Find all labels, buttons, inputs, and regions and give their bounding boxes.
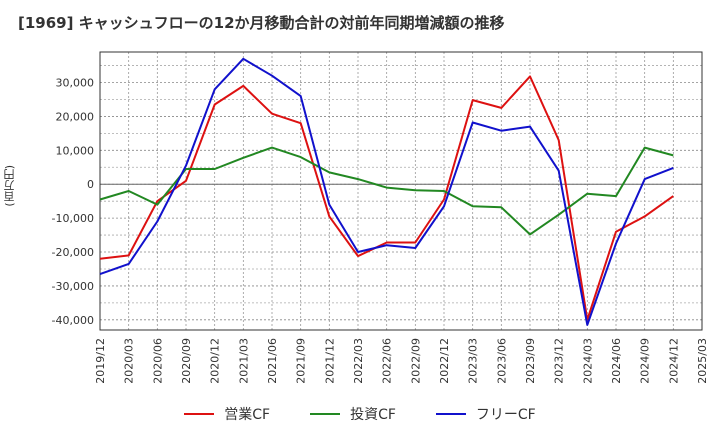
x-tick-label: 2022/03 [352,338,365,384]
plot-area [100,52,702,330]
x-tick-label: 2021/12 [323,338,336,384]
x-tick-label: 2020/03 [123,338,136,384]
legend-item: 営業CF [184,404,270,424]
x-tick-label: 2024/03 [581,338,594,384]
series-line [99,75,674,321]
y-tick-label: 30,000 [56,77,95,90]
legend-swatch [184,413,215,415]
y-tick-label: 10,000 [56,144,95,157]
y-tick-label: -40,000 [52,314,94,327]
x-tick-label: 2024/12 [667,338,680,384]
x-tick-label: 2023/03 [467,338,480,384]
x-tick-label: 2023/09 [524,338,537,384]
x-tick-label: 2019/12 [94,338,107,384]
x-tick-label: 2025/03 [696,338,709,384]
legend-swatch [310,413,341,415]
y-tick-label: -30,000 [52,280,94,293]
x-tick-label: 2022/09 [409,338,422,384]
chart-title: [1969] キャッシュフローの12か月移動合計の対前年同期増減額の推移 [18,14,505,32]
y-tick-label: -20,000 [52,246,94,259]
x-tick-label: 2022/06 [381,338,394,384]
y-tick-label: 20,000 [56,110,95,123]
x-tick-label: 2023/06 [495,338,508,384]
series-line [99,57,674,326]
x-tick-label: 2022/12 [438,338,451,384]
legend: 営業CF 投資CF フリーCF [0,404,720,424]
series-line [99,146,674,236]
x-tick-label: 2021/09 [295,338,308,384]
legend-label: 投資CF [350,407,396,423]
plot-border [99,51,703,331]
x-tick-label: 2024/06 [610,338,623,384]
x-tick-label: 2020/06 [151,338,164,384]
x-tick-label: 2021/06 [266,338,279,384]
legend-item: フリーCF [435,404,536,424]
legend-swatch [435,413,466,415]
legend-item: 投資CF [310,404,396,424]
x-tick-label: 2024/09 [639,338,652,384]
legend-label: フリーCF [475,407,536,423]
x-tick-label: 2020/12 [209,338,222,384]
legend-label: 営業CF [224,407,271,423]
y-tick-label: -10,000 [52,212,94,225]
x-tick-label: 2021/03 [237,338,250,384]
y-tick-label: 0 [87,178,94,191]
x-tick-label: 2020/09 [180,338,193,384]
x-tick-label: 2023/12 [553,338,566,384]
